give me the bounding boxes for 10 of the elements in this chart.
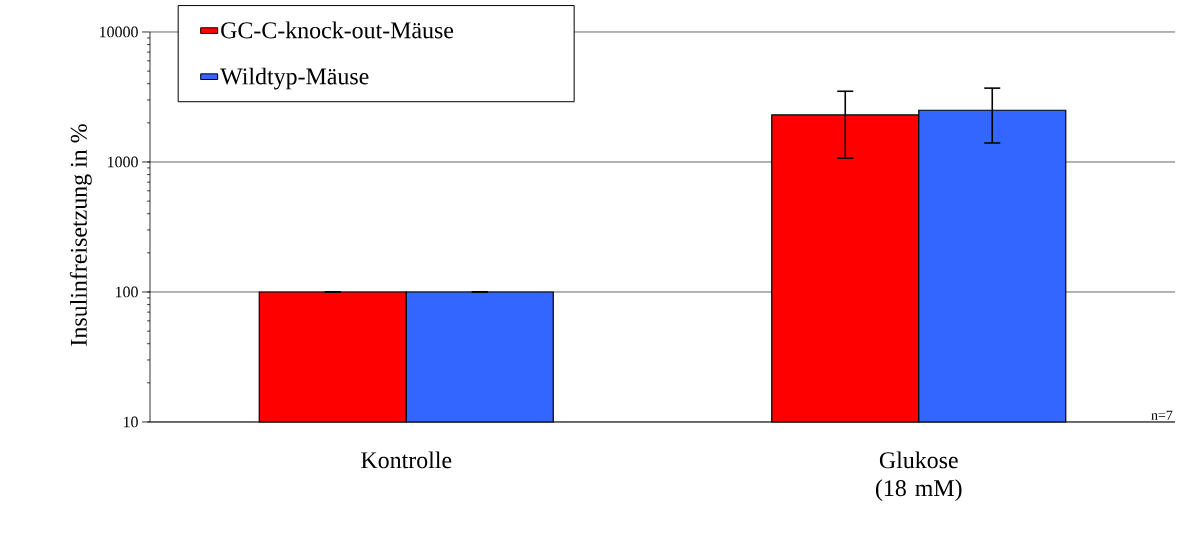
legend-label: Wildtyp-Mäuse — [220, 67, 369, 90]
y-tick-label: 100 — [115, 286, 138, 298]
x-tick-label: Glukose (18 mM) — [875, 451, 962, 502]
legend-label: GC-C-knock-out-Mäuse — [221, 21, 454, 39]
annotation: n=7 — [1151, 410, 1173, 420]
y-tick-label: 10000 — [100, 26, 138, 38]
y-axis-title: Insulinfreisetzung in % — [69, 124, 92, 346]
y-tick-label: 10 — [123, 416, 138, 428]
x-tick-label: Kontrolle — [361, 451, 452, 469]
y-tick-label: 1000 — [108, 156, 138, 168]
